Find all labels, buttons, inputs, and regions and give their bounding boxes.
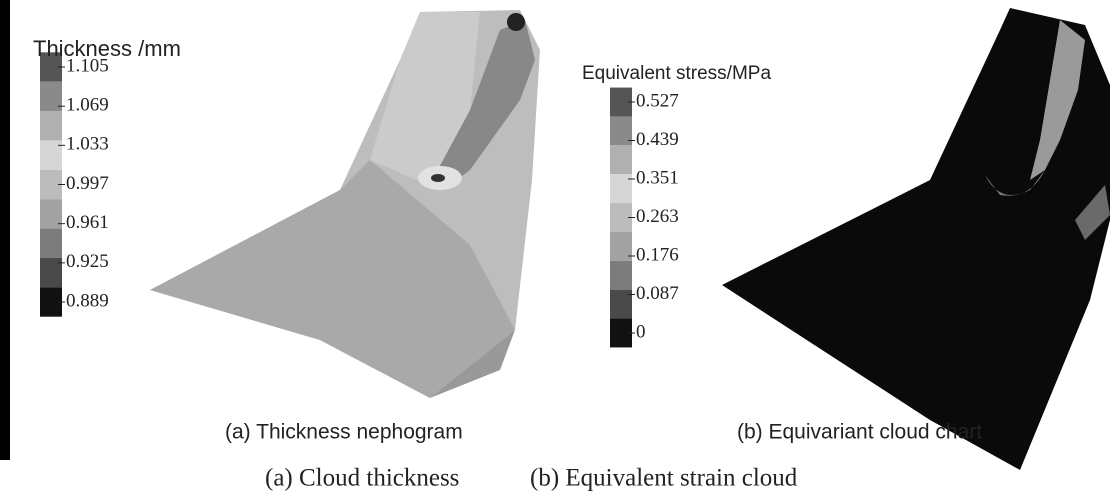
legend-label: 1.069 <box>66 95 109 116</box>
legend-label: 0 <box>636 321 646 342</box>
legend-label: 0.176 <box>636 244 679 265</box>
legend-label: 1.033 <box>66 134 109 155</box>
legend-label: 0.087 <box>636 283 679 304</box>
legend-swatch <box>40 229 62 258</box>
legend-label: 0.263 <box>636 206 679 227</box>
legend-swatch <box>610 145 632 174</box>
figure: 1.1051.0691.0330.9970.9610.9250.8890.527… <box>0 0 1113 497</box>
legend-swatch <box>40 111 62 140</box>
legend-label: 0.889 <box>66 290 109 311</box>
legend-label: 0.351 <box>636 167 679 188</box>
thickness-model <box>150 10 540 398</box>
feature <box>507 13 525 31</box>
caption: (a) Cloud thickness <box>265 465 459 492</box>
feature <box>431 174 445 182</box>
legend-label: 0.925 <box>66 251 109 272</box>
legend-label: 0.961 <box>66 212 109 233</box>
subcaption: (b) Equivariant cloud chart <box>737 421 982 444</box>
legend-title: Thickness /mm <box>33 36 181 61</box>
subcaption: (a) Thickness nephogram <box>225 421 463 444</box>
legend-label: 0.439 <box>636 129 679 150</box>
legend-label: 0.527 <box>636 90 679 111</box>
caption: (b) Equivalent strain cloud <box>530 465 798 492</box>
legend-title: Equivalent stress/MPa <box>582 63 771 84</box>
legend-label: 0.997 <box>66 173 109 194</box>
stress-model <box>722 8 1110 470</box>
legend-swatch <box>610 261 632 290</box>
left-bar <box>0 0 10 460</box>
